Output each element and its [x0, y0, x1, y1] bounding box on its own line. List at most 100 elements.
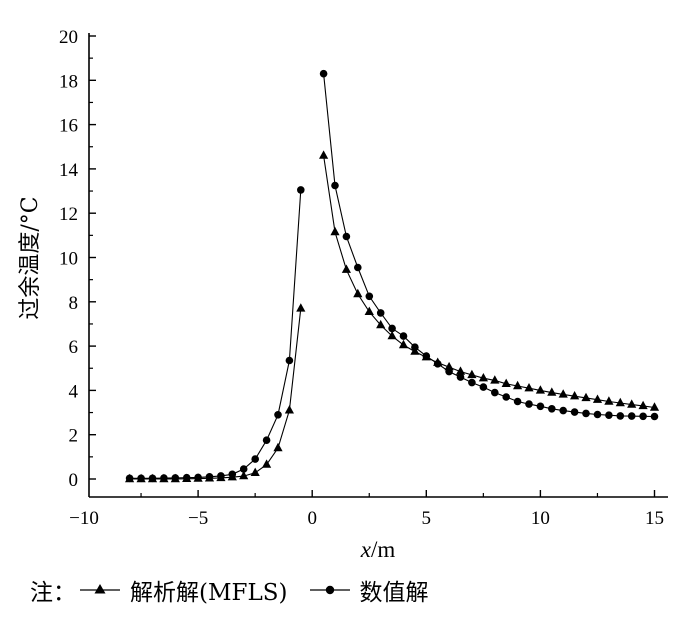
data-point-triangle [455, 366, 466, 375]
data-point-circle [513, 397, 522, 406]
data-point-circle [605, 411, 613, 420]
data-point-triangle [376, 319, 386, 329]
line-chart: −10 −5 0 5 10 15 0 2 4 6 8 10 12 14 16 18 20 x/m 过余温度/°C [18, 27, 668, 562]
y-axis-title: 过余温度/°C [18, 196, 43, 319]
legend-item-analytical: 解析解(MFLS) [76, 573, 288, 607]
data-point-triangle [513, 380, 523, 390]
data-point-triangle [250, 467, 260, 476]
y-tick-label: 20 [59, 27, 78, 48]
y-tick-label: 14 [59, 160, 79, 181]
data-point-circle [137, 474, 145, 483]
data-point-circle [205, 473, 214, 481]
data-point-triangle [615, 397, 625, 407]
x-axis-title: x/m [360, 537, 396, 562]
data-point-circle [399, 332, 408, 340]
circle-marker-icon [309, 585, 350, 595]
data-point-circle [456, 373, 465, 381]
data-point-circle [570, 408, 579, 416]
data-point-circle [627, 412, 636, 420]
x-tick-label: −10 [69, 508, 99, 529]
data-point-circle [171, 474, 180, 482]
data-point-triangle [330, 226, 340, 236]
data-point-circle [502, 393, 511, 401]
data-point-circle [160, 474, 168, 482]
data-point-triangle [501, 378, 511, 387]
data-point-triangle [524, 383, 534, 392]
data-point-triangle [478, 373, 488, 382]
data-point-circle [445, 367, 453, 376]
data-point-circle [468, 378, 476, 387]
legend-label-numerical: 数值解 [359, 580, 429, 606]
data-point-triangle [398, 339, 409, 349]
data-point-circle [491, 388, 499, 397]
data-point-circle [388, 324, 396, 333]
series-line [323, 155, 655, 409]
legend-item-numerical: 数值解 [306, 573, 429, 607]
data-point-circle [239, 465, 248, 473]
data-point-triangle [570, 391, 580, 400]
x-tick-label: 10 [531, 508, 550, 529]
data-point-triangle [273, 442, 283, 452]
legend-prefix: 注： [30, 580, 76, 606]
data-point-circle [433, 360, 442, 368]
data-point-circle [525, 400, 533, 408]
data-point-circle [148, 474, 157, 483]
data-point-triangle [592, 394, 603, 403]
data-point-circle [319, 69, 328, 78]
data-point-circle [251, 455, 259, 463]
x-tick-label: 15 [645, 508, 664, 529]
data-point-circle [616, 412, 625, 420]
data-point-triangle [604, 396, 614, 405]
data-point-triangle [638, 400, 648, 410]
data-point-circle [422, 352, 431, 360]
data-point-triangle [490, 375, 500, 384]
data-point-circle [125, 474, 134, 483]
data-point-circle [548, 405, 556, 413]
series-layer [125, 69, 660, 483]
data-point-circle [479, 383, 488, 391]
data-point-circle [639, 412, 647, 421]
x-tick-label: 5 [422, 508, 432, 529]
data-point-circle [582, 409, 590, 418]
data-point-circle [650, 412, 659, 421]
y-tick-label: 16 [59, 116, 78, 137]
data-point-triangle [627, 399, 637, 408]
data-point-triangle [558, 389, 568, 398]
data-point-triangle [444, 361, 454, 371]
data-point-triangle [581, 392, 591, 402]
legend: 注： 解析解(MFLS) 数值解 [30, 570, 447, 610]
y-tick-label: 6 [69, 337, 79, 358]
data-point-circle [217, 472, 225, 480]
data-point-circle [297, 186, 305, 194]
data-point-circle [354, 263, 362, 272]
y-tick-label: 18 [59, 71, 78, 92]
data-point-circle [194, 473, 202, 482]
data-point-triangle [341, 264, 351, 273]
legend-label-analytical: 解析解(MFLS) [130, 580, 288, 606]
data-point-circle [342, 232, 351, 241]
series-2 [125, 69, 659, 483]
data-point-circle [593, 410, 602, 419]
data-point-triangle [547, 387, 557, 396]
x-tick-label: 0 [307, 508, 317, 529]
data-point-circle [559, 406, 567, 415]
data-point-triangle [353, 288, 363, 298]
data-point-triangle [284, 405, 294, 414]
data-point-circle [536, 402, 545, 411]
series-line [129, 189, 302, 479]
data-point-triangle [535, 385, 545, 394]
data-point-triangle [387, 330, 397, 340]
data-point-triangle [467, 369, 477, 379]
data-point-circle [365, 292, 374, 301]
data-point-circle [331, 181, 339, 190]
data-point-triangle [364, 306, 374, 315]
series-1 [125, 150, 660, 483]
data-point-triangle [296, 303, 306, 312]
data-point-triangle [649, 402, 660, 411]
data-point-circle [274, 411, 282, 419]
data-point-circle [411, 343, 419, 352]
data-point-circle [262, 436, 271, 445]
data-point-circle [182, 473, 191, 482]
y-tick-label: 10 [59, 249, 78, 270]
triangle-marker-icon [80, 584, 120, 594]
